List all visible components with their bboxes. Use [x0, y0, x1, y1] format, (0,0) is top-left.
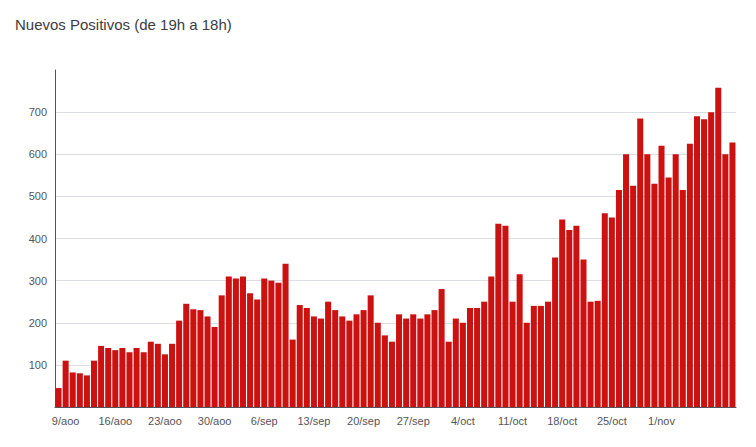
svg-text:300: 300	[29, 275, 47, 287]
svg-text:700: 700	[29, 106, 47, 118]
svg-text:11/oct: 11/oct	[498, 415, 527, 427]
svg-text:500: 500	[29, 190, 47, 202]
svg-text:9/aoo: 9/aoo	[52, 415, 80, 427]
svg-text:6/sep: 6/sep	[251, 415, 278, 427]
svg-text:Nuevos Positivos (de 19h a 18h: Nuevos Positivos (de 19h a 18h)	[15, 16, 232, 33]
svg-text:400: 400	[29, 233, 47, 245]
svg-text:30/aoo: 30/aoo	[198, 415, 232, 427]
svg-text:200: 200	[29, 317, 47, 329]
svg-text:4/oct: 4/oct	[451, 415, 475, 427]
svg-text:13/sep: 13/sep	[297, 415, 330, 427]
svg-text:27/sep: 27/sep	[397, 415, 430, 427]
svg-text:18/oct: 18/oct	[547, 415, 577, 427]
svg-text:25/oct: 25/oct	[597, 415, 627, 427]
svg-text:1/nov: 1/nov	[648, 415, 675, 427]
svg-text:16/aoo: 16/aoo	[98, 415, 132, 427]
svg-text:600: 600	[29, 148, 47, 160]
svg-text:20/sep: 20/sep	[347, 415, 380, 427]
svg-text:100: 100	[29, 359, 47, 371]
svg-text:23/aoo: 23/aoo	[148, 415, 182, 427]
